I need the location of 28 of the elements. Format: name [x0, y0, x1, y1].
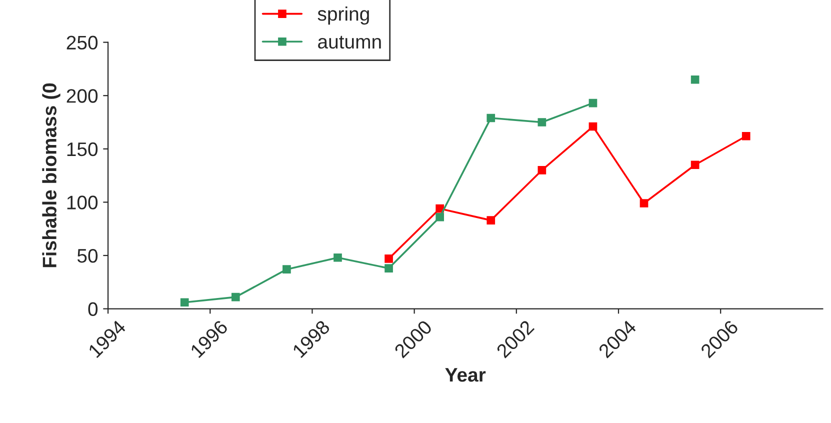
point [436, 204, 444, 213]
point [180, 298, 189, 307]
point [282, 265, 291, 274]
point [690, 160, 700, 170]
point [384, 264, 393, 272]
point [538, 118, 546, 126]
point [742, 132, 750, 140]
y-tick-label: 100 [67, 196, 98, 210]
point [588, 122, 598, 131]
point [486, 114, 496, 122]
y-tick-label: 250 [66, 36, 98, 50]
y-tick-label: 150 [67, 142, 98, 156]
y-axis-title: Fishable biomass (0 [42, 83, 60, 268]
point [690, 75, 700, 84]
point [436, 212, 444, 222]
point [486, 216, 496, 224]
point [384, 254, 393, 263]
point [538, 166, 546, 174]
point [334, 253, 342, 262]
point [231, 292, 240, 302]
legend-label: autumn [318, 36, 381, 49]
x-axis-title: Year [445, 368, 486, 382]
y-tick-label: 200 [66, 89, 98, 103]
y-tick-label: 0 [88, 302, 98, 316]
legend-label: spring [318, 6, 369, 25]
point [640, 199, 648, 208]
point [588, 98, 598, 108]
y-tick-label: 50 [77, 248, 98, 263]
